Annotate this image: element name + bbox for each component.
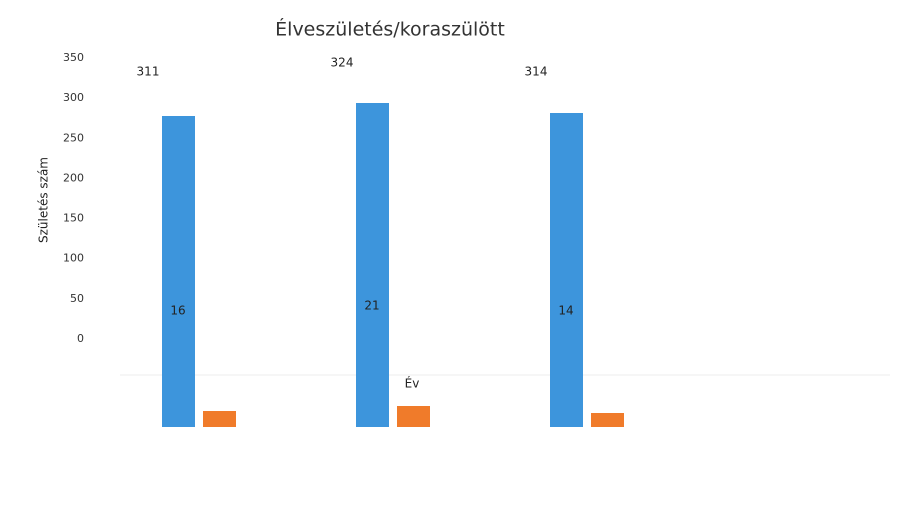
y-tick-label: 250 bbox=[63, 131, 84, 144]
bar bbox=[591, 413, 624, 427]
data-label: 324 bbox=[331, 56, 354, 70]
data-label: 16 bbox=[170, 304, 185, 318]
data-label: 14 bbox=[558, 304, 573, 318]
y-tick-label: 100 bbox=[63, 252, 84, 265]
bar bbox=[397, 406, 430, 427]
data-label: 21 bbox=[364, 299, 379, 313]
y-axis-label: Születés szám bbox=[37, 157, 51, 243]
chart-title: Élveszületés/koraszülött bbox=[275, 18, 505, 41]
x-axis-label: Év bbox=[405, 376, 420, 391]
data-label: 314 bbox=[525, 65, 548, 79]
y-tick-label: 50 bbox=[70, 292, 84, 305]
data-label: 311 bbox=[137, 65, 160, 79]
bar bbox=[203, 411, 236, 427]
y-tick-label: 300 bbox=[63, 91, 84, 104]
bar bbox=[356, 103, 389, 427]
bar bbox=[550, 113, 583, 427]
y-tick-label: 150 bbox=[63, 212, 84, 225]
y-tick-label: 0 bbox=[77, 332, 84, 345]
bar bbox=[162, 116, 195, 427]
y-tick-label: 350 bbox=[63, 51, 84, 64]
y-tick-label: 200 bbox=[63, 171, 84, 184]
